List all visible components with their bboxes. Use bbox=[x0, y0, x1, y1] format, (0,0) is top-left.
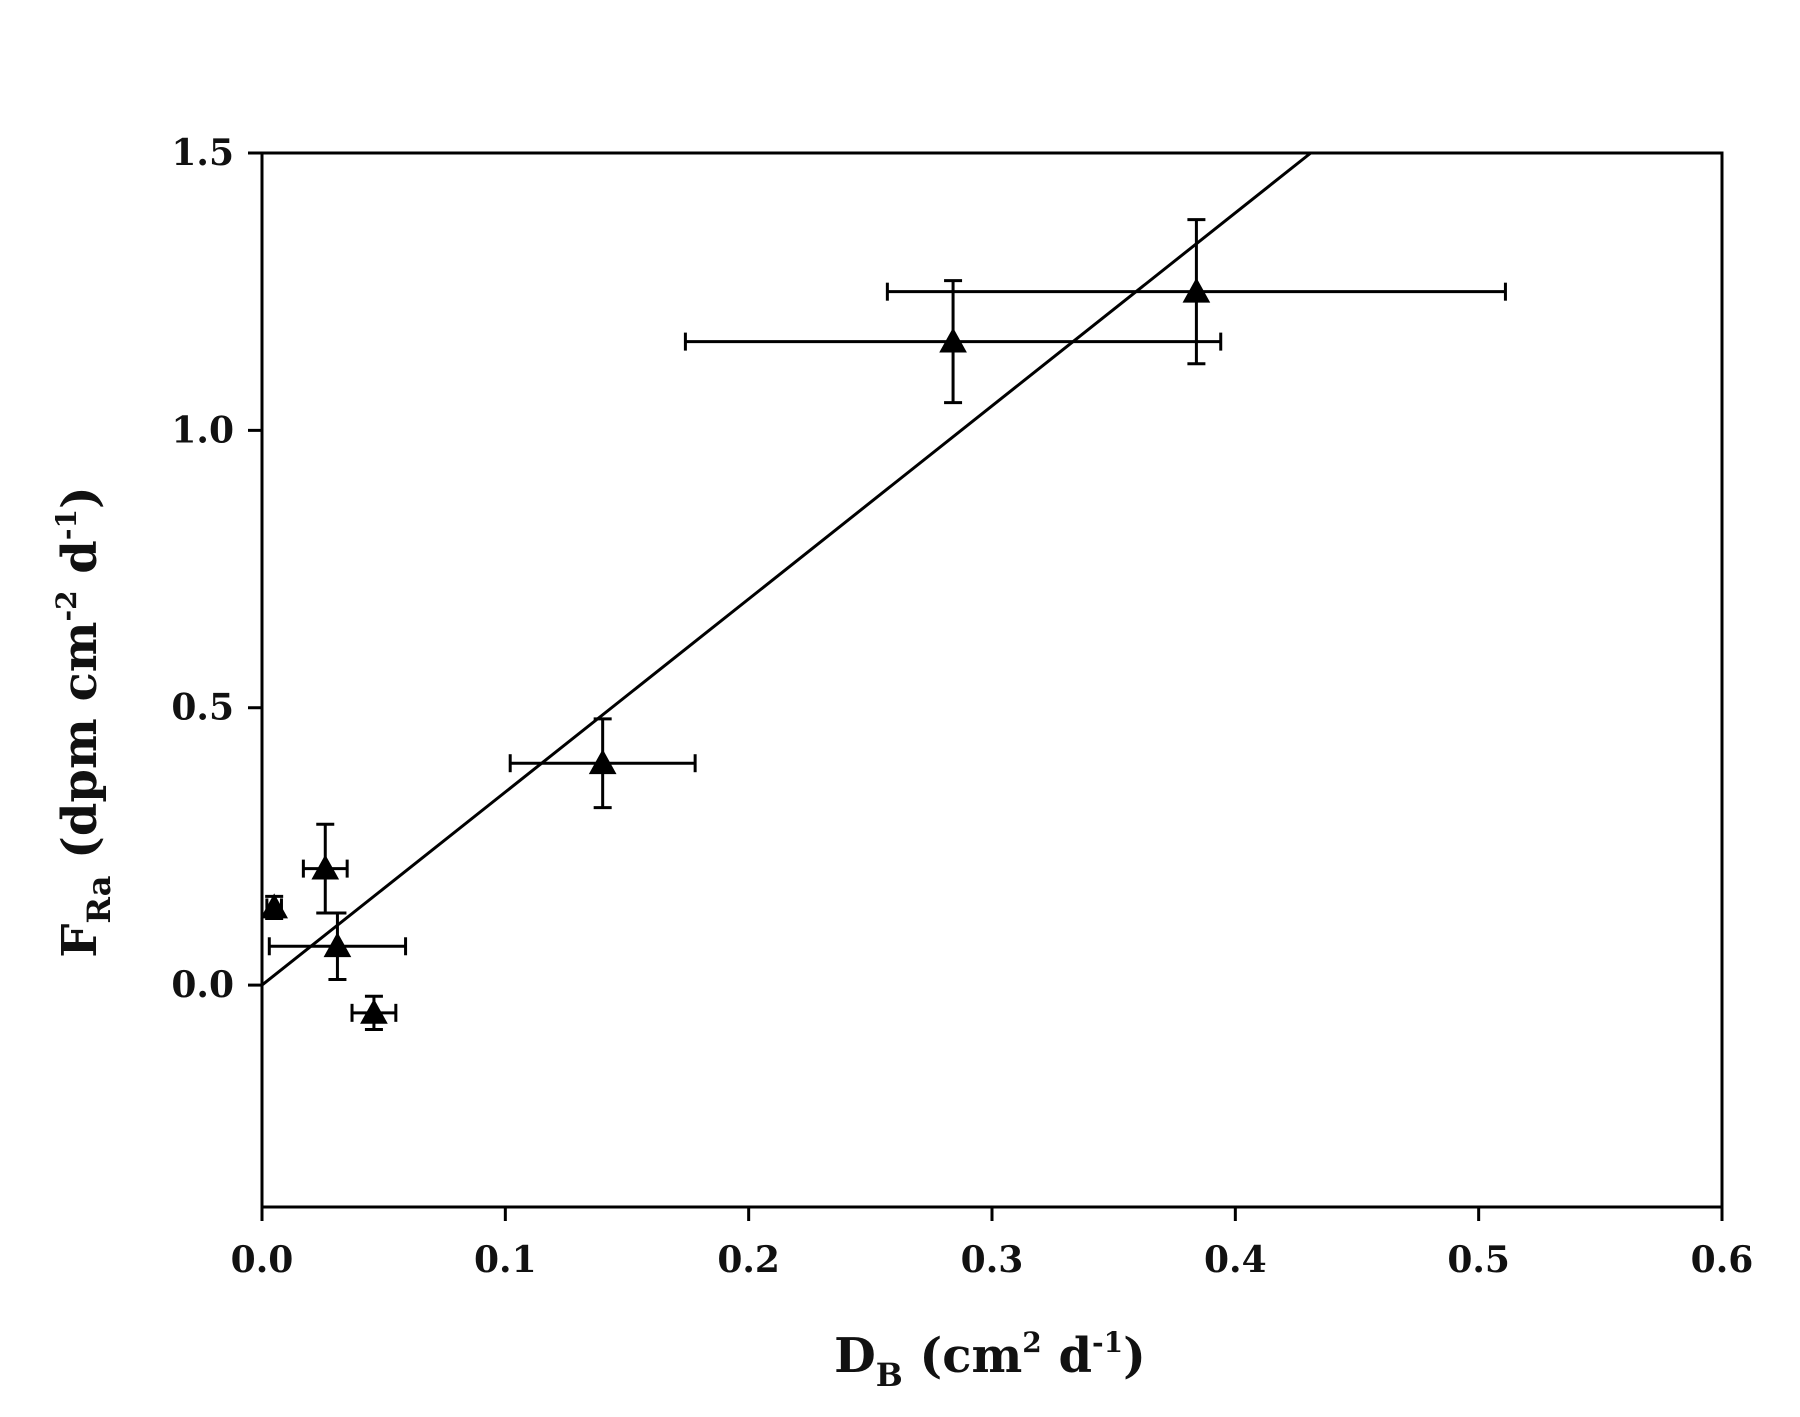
y-axis-title-superscript-1: -2 bbox=[50, 590, 83, 621]
plot-frame bbox=[260, 151, 1724, 1209]
x-axis-title-main: D bbox=[834, 1328, 876, 1384]
x-axis-title-subscript: B bbox=[876, 1356, 903, 1394]
y-tick-label: 1.5 bbox=[171, 132, 234, 174]
x-tick-label: 0.6 bbox=[1691, 1239, 1754, 1281]
y-axis-title-unit-close: ) bbox=[52, 486, 108, 509]
y-tick-label: 0.0 bbox=[171, 964, 234, 1006]
y-tick-label: 0.5 bbox=[171, 687, 234, 729]
x-tick-label: 0.1 bbox=[474, 1239, 537, 1281]
plot-area bbox=[260, 151, 1724, 1209]
x-tick-label: 0.4 bbox=[1204, 1239, 1267, 1281]
x-tick-label: 0.0 bbox=[231, 1239, 294, 1281]
x-axis-title: DB (cm2 d-1) bbox=[834, 1326, 1146, 1394]
y-axis-title: FRa (dpm cm-2 d-1) bbox=[50, 486, 118, 957]
x-axis-ticks: 0.0 0.1 0.2 0.3 0.4 0.5 0.6 bbox=[231, 1207, 1754, 1281]
data-point-triangle bbox=[360, 998, 388, 1024]
error-bars-group bbox=[265, 218, 1507, 1031]
y-axis-title-main: F bbox=[52, 924, 108, 958]
y-axis-title-superscript-2: -1 bbox=[50, 509, 83, 540]
x-axis-title-unit-close: ) bbox=[1123, 1328, 1146, 1384]
x-tick-label: 0.3 bbox=[961, 1239, 1024, 1281]
x-axis-title-superscript-1: 2 bbox=[1022, 1326, 1041, 1359]
y-tick-label: 1.0 bbox=[171, 409, 234, 451]
x-axis-title-superscript-2: -1 bbox=[1092, 1326, 1123, 1359]
data-point-triangle bbox=[588, 749, 617, 775]
y-axis-title-unit-open: (dpm cm bbox=[52, 622, 108, 876]
y-axis-ticks: 0.0 0.5 1.0 1.5 bbox=[171, 132, 262, 1006]
data-point-triangle bbox=[1182, 277, 1211, 303]
data-point-triangle bbox=[323, 932, 352, 958]
data-points-group bbox=[260, 277, 1211, 1024]
x-axis-title-unit-open: (cm bbox=[903, 1328, 1022, 1384]
x-tick-label: 0.2 bbox=[717, 1239, 780, 1281]
data-point-triangle bbox=[260, 893, 289, 919]
y-axis-title-unit-mid: d bbox=[52, 540, 108, 590]
data-point-triangle bbox=[939, 327, 967, 353]
regression-line-group bbox=[261, 151, 1312, 987]
regression-line bbox=[261, 151, 1312, 987]
data-point-triangle bbox=[311, 854, 340, 880]
y-axis-title-subscript: Ra bbox=[80, 876, 118, 924]
x-axis-title-unit-mid: d bbox=[1042, 1328, 1092, 1384]
x-tick-label: 0.5 bbox=[1447, 1239, 1510, 1281]
